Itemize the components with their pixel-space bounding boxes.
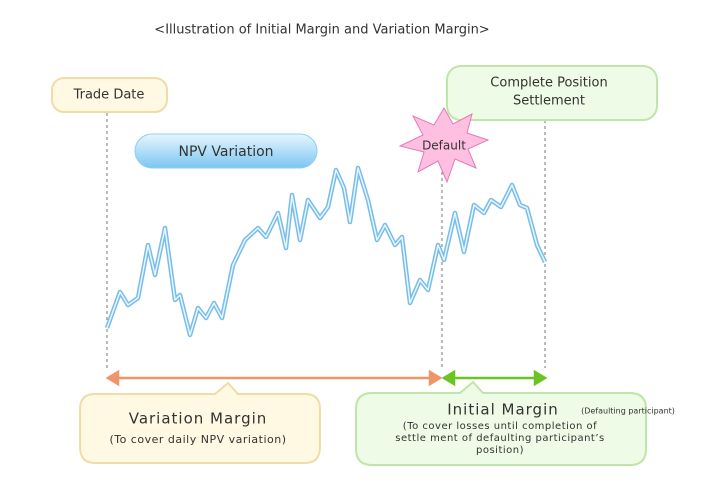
trade-date-box (51, 77, 168, 113)
initial-arrow (441, 369, 548, 387)
trade-date: Trade Date (73, 88, 145, 103)
initial-note-line: (To cover losses until completion of (403, 421, 597, 432)
initial-note-line: position) (476, 445, 524, 456)
default: Default (422, 139, 466, 153)
initial-qualifier: (Defaulting participant) (581, 407, 675, 416)
settlement-line: Complete Position (490, 76, 607, 91)
variation-margin: Variation Margin (129, 410, 268, 428)
variation-note: (To cover daily NPV variation) (109, 433, 286, 446)
variation-arrow (105, 369, 443, 387)
npv-variation: NPV Variation (178, 144, 273, 160)
title: <Illustration of Initial Margin and Vari… (154, 23, 489, 38)
default-burst (398, 106, 490, 184)
initial-margin: Initial Margin (447, 401, 559, 419)
variation-callout (79, 381, 321, 464)
npv-line (104, 165, 548, 338)
initial-callout (355, 380, 647, 466)
settlement-line: Settlement (513, 94, 585, 109)
settlement-box (446, 65, 658, 121)
initial-note-line: settle ment of defaulting participant’s (395, 433, 604, 444)
npv-pill (134, 133, 318, 169)
